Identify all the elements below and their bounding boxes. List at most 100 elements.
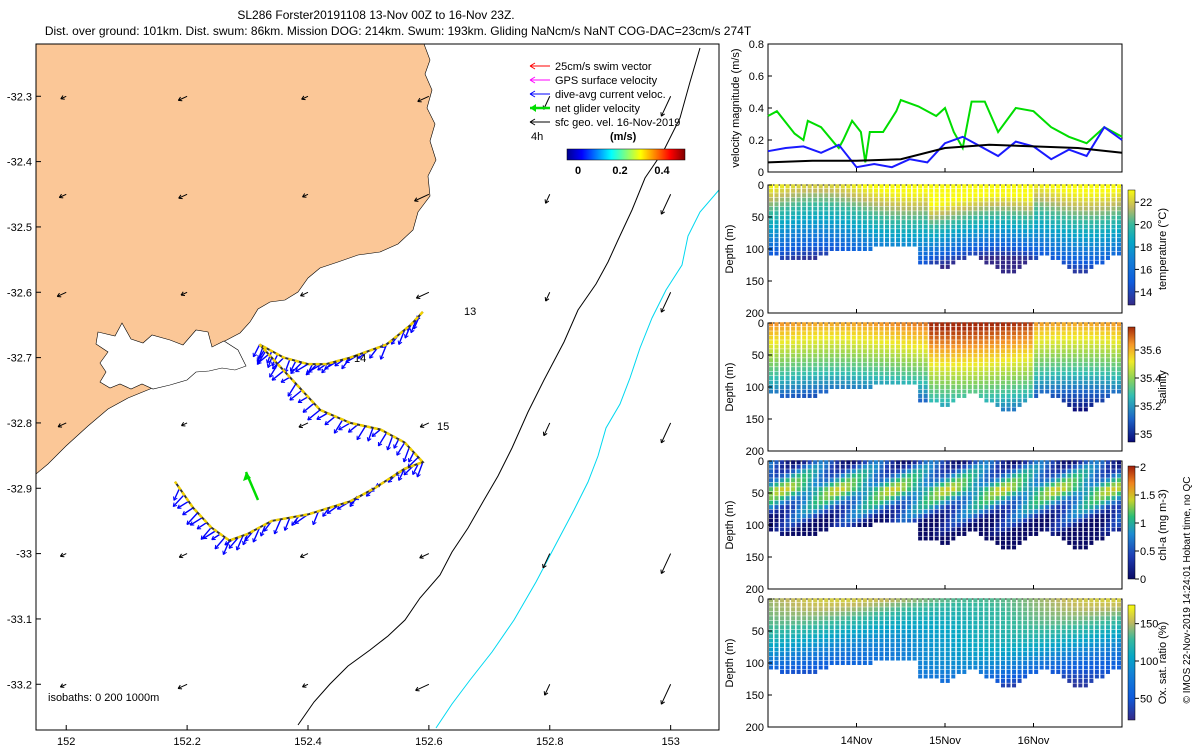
section-point: [1105, 487, 1110, 492]
section-point: [1094, 188, 1099, 193]
section-point: [1083, 496, 1088, 501]
section-point: [1061, 523, 1066, 527]
section-point: [951, 652, 956, 657]
section-point: [857, 464, 862, 469]
section-point: [873, 607, 878, 612]
section-point: [1100, 496, 1105, 501]
section-point: [818, 518, 823, 523]
section-point: [912, 652, 917, 657]
section-point: [1083, 402, 1088, 407]
section-point: [962, 665, 967, 670]
section-point: [1094, 233, 1099, 238]
section-point: [951, 611, 956, 616]
section-point: [1017, 184, 1022, 189]
section-point: [857, 629, 862, 634]
section-point: [807, 193, 812, 198]
section-point: [791, 611, 796, 616]
section-point: [1072, 211, 1077, 216]
section-point: [813, 211, 818, 216]
section-point: [846, 602, 851, 607]
section-point: [978, 326, 983, 331]
section-point: [1012, 389, 1017, 394]
section-point: [1111, 460, 1116, 465]
section-point: [1100, 247, 1105, 251]
section-point: [780, 238, 785, 243]
section-point: [780, 358, 785, 363]
section-point: [890, 500, 895, 505]
section-point: [868, 335, 873, 340]
section-point: [769, 188, 773, 193]
colorbar-tick-label: 1.5: [1140, 490, 1155, 502]
section-point: [1061, 661, 1066, 665]
section-point: [918, 233, 923, 238]
section-point: [1034, 496, 1039, 501]
section-point: [873, 625, 878, 630]
section-point: [1111, 482, 1116, 487]
section-point: [1006, 322, 1011, 327]
section-point: [1067, 478, 1072, 483]
section-point: [1001, 460, 1005, 465]
section-point: [780, 460, 785, 465]
section-point: [879, 224, 884, 229]
section-point: [978, 661, 983, 665]
section-point: [791, 255, 796, 260]
section-point: [984, 469, 989, 474]
section-point: [1056, 331, 1061, 336]
section-point: [995, 229, 1000, 234]
section-point: [1072, 331, 1077, 336]
section-point: [1094, 393, 1099, 398]
section-point: [802, 464, 807, 469]
section-point: [846, 233, 851, 238]
section-point: [962, 247, 967, 251]
section-point: [813, 322, 818, 327]
section-point: [1117, 500, 1121, 505]
section-point: [940, 647, 945, 652]
section-point: [879, 238, 884, 243]
section-point: [1006, 344, 1011, 349]
section-point: [1023, 464, 1028, 469]
section-point: [879, 211, 884, 216]
section-point: [807, 496, 812, 501]
section-point: [951, 247, 956, 251]
section-point: [840, 625, 845, 630]
section-point: [896, 362, 901, 367]
section-point: [807, 335, 812, 340]
section-point: [1050, 598, 1055, 603]
section-point: [829, 206, 834, 211]
section-point: [956, 322, 961, 327]
section-point: [929, 197, 934, 202]
section-point: [984, 674, 989, 679]
dac-arrowhead: [211, 535, 216, 541]
section-point: [780, 353, 785, 358]
section-point: [967, 469, 972, 474]
map-y-tick-label: -33.2: [7, 679, 32, 691]
section-point: [1089, 367, 1094, 372]
section-point: [840, 523, 845, 527]
section-point: [813, 255, 818, 260]
section-point: [951, 349, 956, 354]
sfc-velocity-arrow: [420, 422, 430, 428]
section-point: [918, 331, 923, 336]
section-point: [1117, 247, 1121, 251]
section-point: [1050, 344, 1055, 349]
section-point: [785, 251, 790, 256]
sfc-velocity-arrowhead: [660, 700, 665, 705]
section-point: [879, 505, 884, 510]
section-point: [835, 215, 840, 220]
section-point: [995, 389, 1000, 394]
section-point: [901, 518, 906, 523]
section-point: [1012, 380, 1017, 385]
section-point: [956, 202, 961, 207]
section-point: [1105, 482, 1110, 487]
section-point: [1056, 385, 1061, 389]
section-point: [1006, 536, 1011, 541]
section-point: [951, 629, 956, 634]
section-point: [1028, 371, 1033, 376]
section-point: [846, 215, 851, 220]
section-point: [857, 505, 862, 510]
dac-arrowhead: [341, 364, 346, 370]
section-y-tick-label: 200: [746, 446, 764, 458]
section-point: [962, 460, 967, 465]
section-point: [1117, 629, 1121, 634]
section-point: [1083, 661, 1088, 665]
